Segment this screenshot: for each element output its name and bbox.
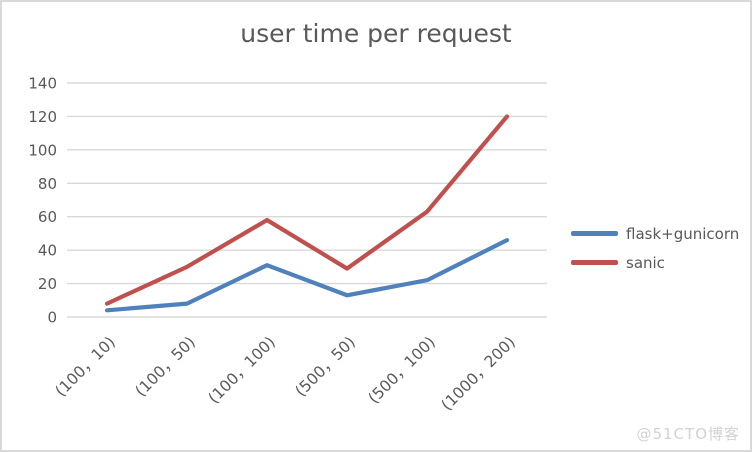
y-tick-label-100: 100 bbox=[28, 141, 57, 159]
watermark: @51CTO博客 bbox=[636, 425, 740, 443]
y-tick-label-140: 140 bbox=[28, 75, 57, 93]
x-tick-label-1: (100，50) bbox=[132, 333, 199, 400]
chart-title: user time per request bbox=[240, 19, 512, 48]
y-tick-label-20: 20 bbox=[38, 275, 57, 293]
legend-line-swatch-flask-gunicorn-icon bbox=[571, 231, 618, 236]
x-tick-label-4: (500，100) bbox=[365, 333, 439, 407]
legend-item-sanic: sanic bbox=[571, 248, 739, 277]
x-tick-label-5: (1000，200) bbox=[438, 333, 519, 414]
x-tick-label-2: (100，100) bbox=[205, 333, 279, 407]
x-tick-label-3: (500，50) bbox=[292, 333, 359, 400]
x-tick-label-0: (100，10) bbox=[52, 333, 119, 400]
y-tick-label-60: 60 bbox=[38, 208, 57, 226]
legend-line-swatch-sanic-icon bbox=[571, 260, 618, 265]
legend-item-flask-gunicorn: flask+gunicorn bbox=[571, 219, 739, 248]
y-tick-label-0: 0 bbox=[47, 309, 57, 327]
y-tick-label-40: 40 bbox=[38, 242, 57, 260]
chart-legend: flask+gunicorn sanic bbox=[571, 219, 739, 277]
series-line-flask-gunicorn bbox=[104, 238, 510, 313]
legend-label-sanic: sanic bbox=[626, 253, 665, 272]
legend-label-flask-gunicorn: flask+gunicorn bbox=[626, 224, 740, 243]
y-tick-label-80: 80 bbox=[38, 175, 57, 193]
y-tick-label-120: 120 bbox=[28, 108, 57, 126]
series-line-sanic bbox=[104, 114, 510, 306]
